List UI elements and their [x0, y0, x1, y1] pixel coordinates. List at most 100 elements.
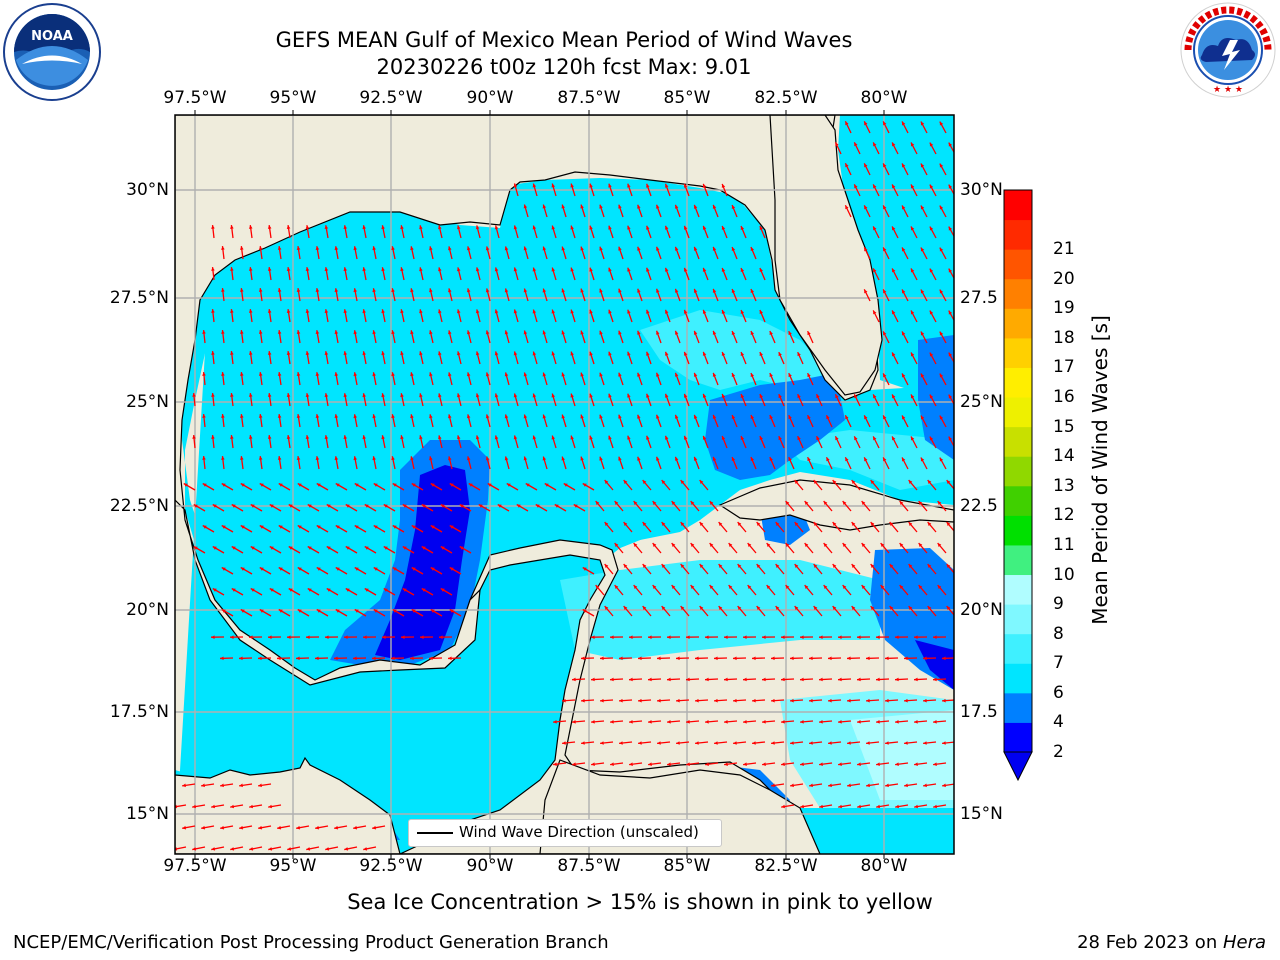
wind-wave-arrowhead [813, 480, 818, 484]
wind-wave-arrowhead [835, 394, 839, 399]
wind-wave-arrowhead [876, 720, 880, 724]
wind-wave-arrowhead [883, 331, 887, 336]
wind-wave-arrowhead [316, 525, 321, 529]
wind-wave-arrowhead [712, 246, 717, 251]
wind-wave-arrowhead [876, 677, 880, 682]
wind-wave-arrowhead [937, 585, 942, 589]
wind-wave-arrowhead [671, 585, 676, 589]
wind-wave-arrowhead [675, 372, 679, 377]
wind-wave-arrowhead [756, 606, 761, 610]
wind-wave-arrowhead [813, 522, 818, 526]
wind-wave-arrowhead [826, 457, 830, 462]
colorbar-swatch [1004, 544, 1032, 576]
wind-wave-arrowhead [809, 656, 813, 661]
wind-wave-arrowhead [475, 267, 480, 272]
wind-wave-arrowhead [269, 504, 274, 508]
wind-wave-arrowhead [363, 635, 367, 639]
wind-wave-arrowhead [642, 480, 647, 484]
wind-wave-arrowhead [591, 635, 595, 639]
wind-wave-arrowhead [718, 564, 723, 568]
wind-wave-arrowhead [595, 501, 600, 505]
wind-wave-arrowhead [456, 225, 461, 230]
wind-wave-arrowhead [809, 698, 813, 703]
wind-wave-arrowhead [456, 435, 461, 440]
wind-wave-arrowhead [343, 351, 348, 356]
wind-wave-arrowhead [923, 698, 927, 703]
wind-wave-arrowhead [240, 246, 244, 250]
wind-wave-arrowhead [259, 609, 264, 613]
wind-wave-arrowhead [633, 543, 638, 547]
wind-wave-arrowhead [832, 606, 837, 610]
wind-wave-arrowhead [580, 414, 584, 419]
wind-wave-arrowhead [513, 309, 518, 314]
wind-wave-arrowhead [599, 456, 603, 461]
wind-wave-arrowhead [910, 310, 915, 315]
wind-wave-arrowhead [618, 414, 622, 419]
wind-wave-arrowhead [652, 501, 657, 505]
wind-wave-arrowhead [570, 183, 574, 188]
wind-wave-arrowhead [854, 394, 858, 399]
wind-wave-arrowhead [582, 609, 587, 613]
wind-wave-arrowhead [504, 288, 509, 293]
wind-wave-arrowhead [702, 267, 707, 272]
lat-tick-right: 17.5 [960, 702, 998, 722]
wind-wave-arrowhead [665, 393, 669, 398]
date-text: 28 Feb 2023 on [1077, 932, 1223, 953]
colorbar-tick-label: 20 [1053, 268, 1075, 289]
wind-wave-arrowhead [419, 225, 423, 230]
wind-wave-arrowhead [948, 394, 953, 399]
wind-wave-arrowhead [296, 372, 301, 376]
wind-wave-arrowhead [551, 351, 556, 356]
wind-wave-arrowhead [343, 393, 348, 398]
wind-wave-arrowhead [731, 456, 736, 461]
wind-wave-arrowhead [740, 267, 745, 272]
wind-wave-arrowhead [904, 741, 908, 745]
wind-wave-arrowhead [429, 414, 433, 419]
wind-wave-arrowhead [920, 163, 925, 168]
wind-wave-arrowhead [807, 373, 811, 378]
wind-wave-arrowhead [923, 741, 927, 745]
wind-wave-arrowhead [680, 480, 685, 484]
wind-wave-arrowhead [714, 741, 718, 745]
wind-wave-arrowhead [948, 310, 953, 315]
lat-tick-right: 20°N [960, 600, 1003, 620]
wind-wave-arrowhead [838, 804, 842, 809]
wind-wave-arrowhead [504, 372, 509, 377]
wind-wave-arrowhead [918, 585, 923, 589]
wind-wave-arrowhead [737, 564, 742, 568]
wind-wave-arrowhead [721, 393, 726, 398]
wind-wave-arrowhead [892, 226, 896, 231]
wind-wave-arrowhead [690, 501, 695, 505]
wind-wave-arrowhead [410, 656, 414, 661]
wind-wave-arrowhead [410, 288, 414, 293]
wind-wave-arrowhead [315, 288, 320, 292]
wind-wave-arrowhead [610, 677, 614, 682]
wind-wave-arrowhead [910, 394, 915, 399]
wind-wave-arrowhead [771, 656, 775, 661]
wind-wave-arrowhead [392, 609, 397, 613]
wind-wave-arrowhead [648, 677, 652, 682]
svg-text:★ ★ ★: ★ ★ ★ [1213, 85, 1243, 95]
wind-wave-arrowhead [230, 635, 234, 639]
wind-wave-arrowhead [819, 635, 823, 639]
wind-wave-arrowhead [240, 456, 244, 460]
wind-wave-arrowhead [193, 504, 198, 508]
wind-wave-arrowhead [724, 677, 728, 682]
wind-wave-arrowhead [680, 564, 685, 568]
lon-tick-top: 90°W [466, 88, 514, 108]
wind-wave-arrowhead [731, 204, 736, 209]
wind-wave-arrowhead [646, 267, 650, 272]
wind-wave-arrowhead [633, 501, 638, 505]
wind-wave-arrowhead [230, 435, 234, 439]
wind-wave-arrowhead [718, 522, 723, 526]
wind-wave-arrowhead [287, 847, 292, 851]
wind-wave-arrowhead [623, 606, 628, 610]
colorbar-tick-label: 16 [1053, 387, 1075, 408]
wind-wave-arrowhead [648, 635, 652, 639]
wind-wave-arrowhead [277, 330, 282, 334]
wind-wave-arrowhead [637, 330, 641, 335]
wind-wave-arrowhead [382, 635, 386, 639]
wind-wave-arrowhead [866, 783, 870, 788]
wind-wave-arrowhead [513, 225, 518, 230]
wind-wave-arrowhead [410, 456, 414, 461]
